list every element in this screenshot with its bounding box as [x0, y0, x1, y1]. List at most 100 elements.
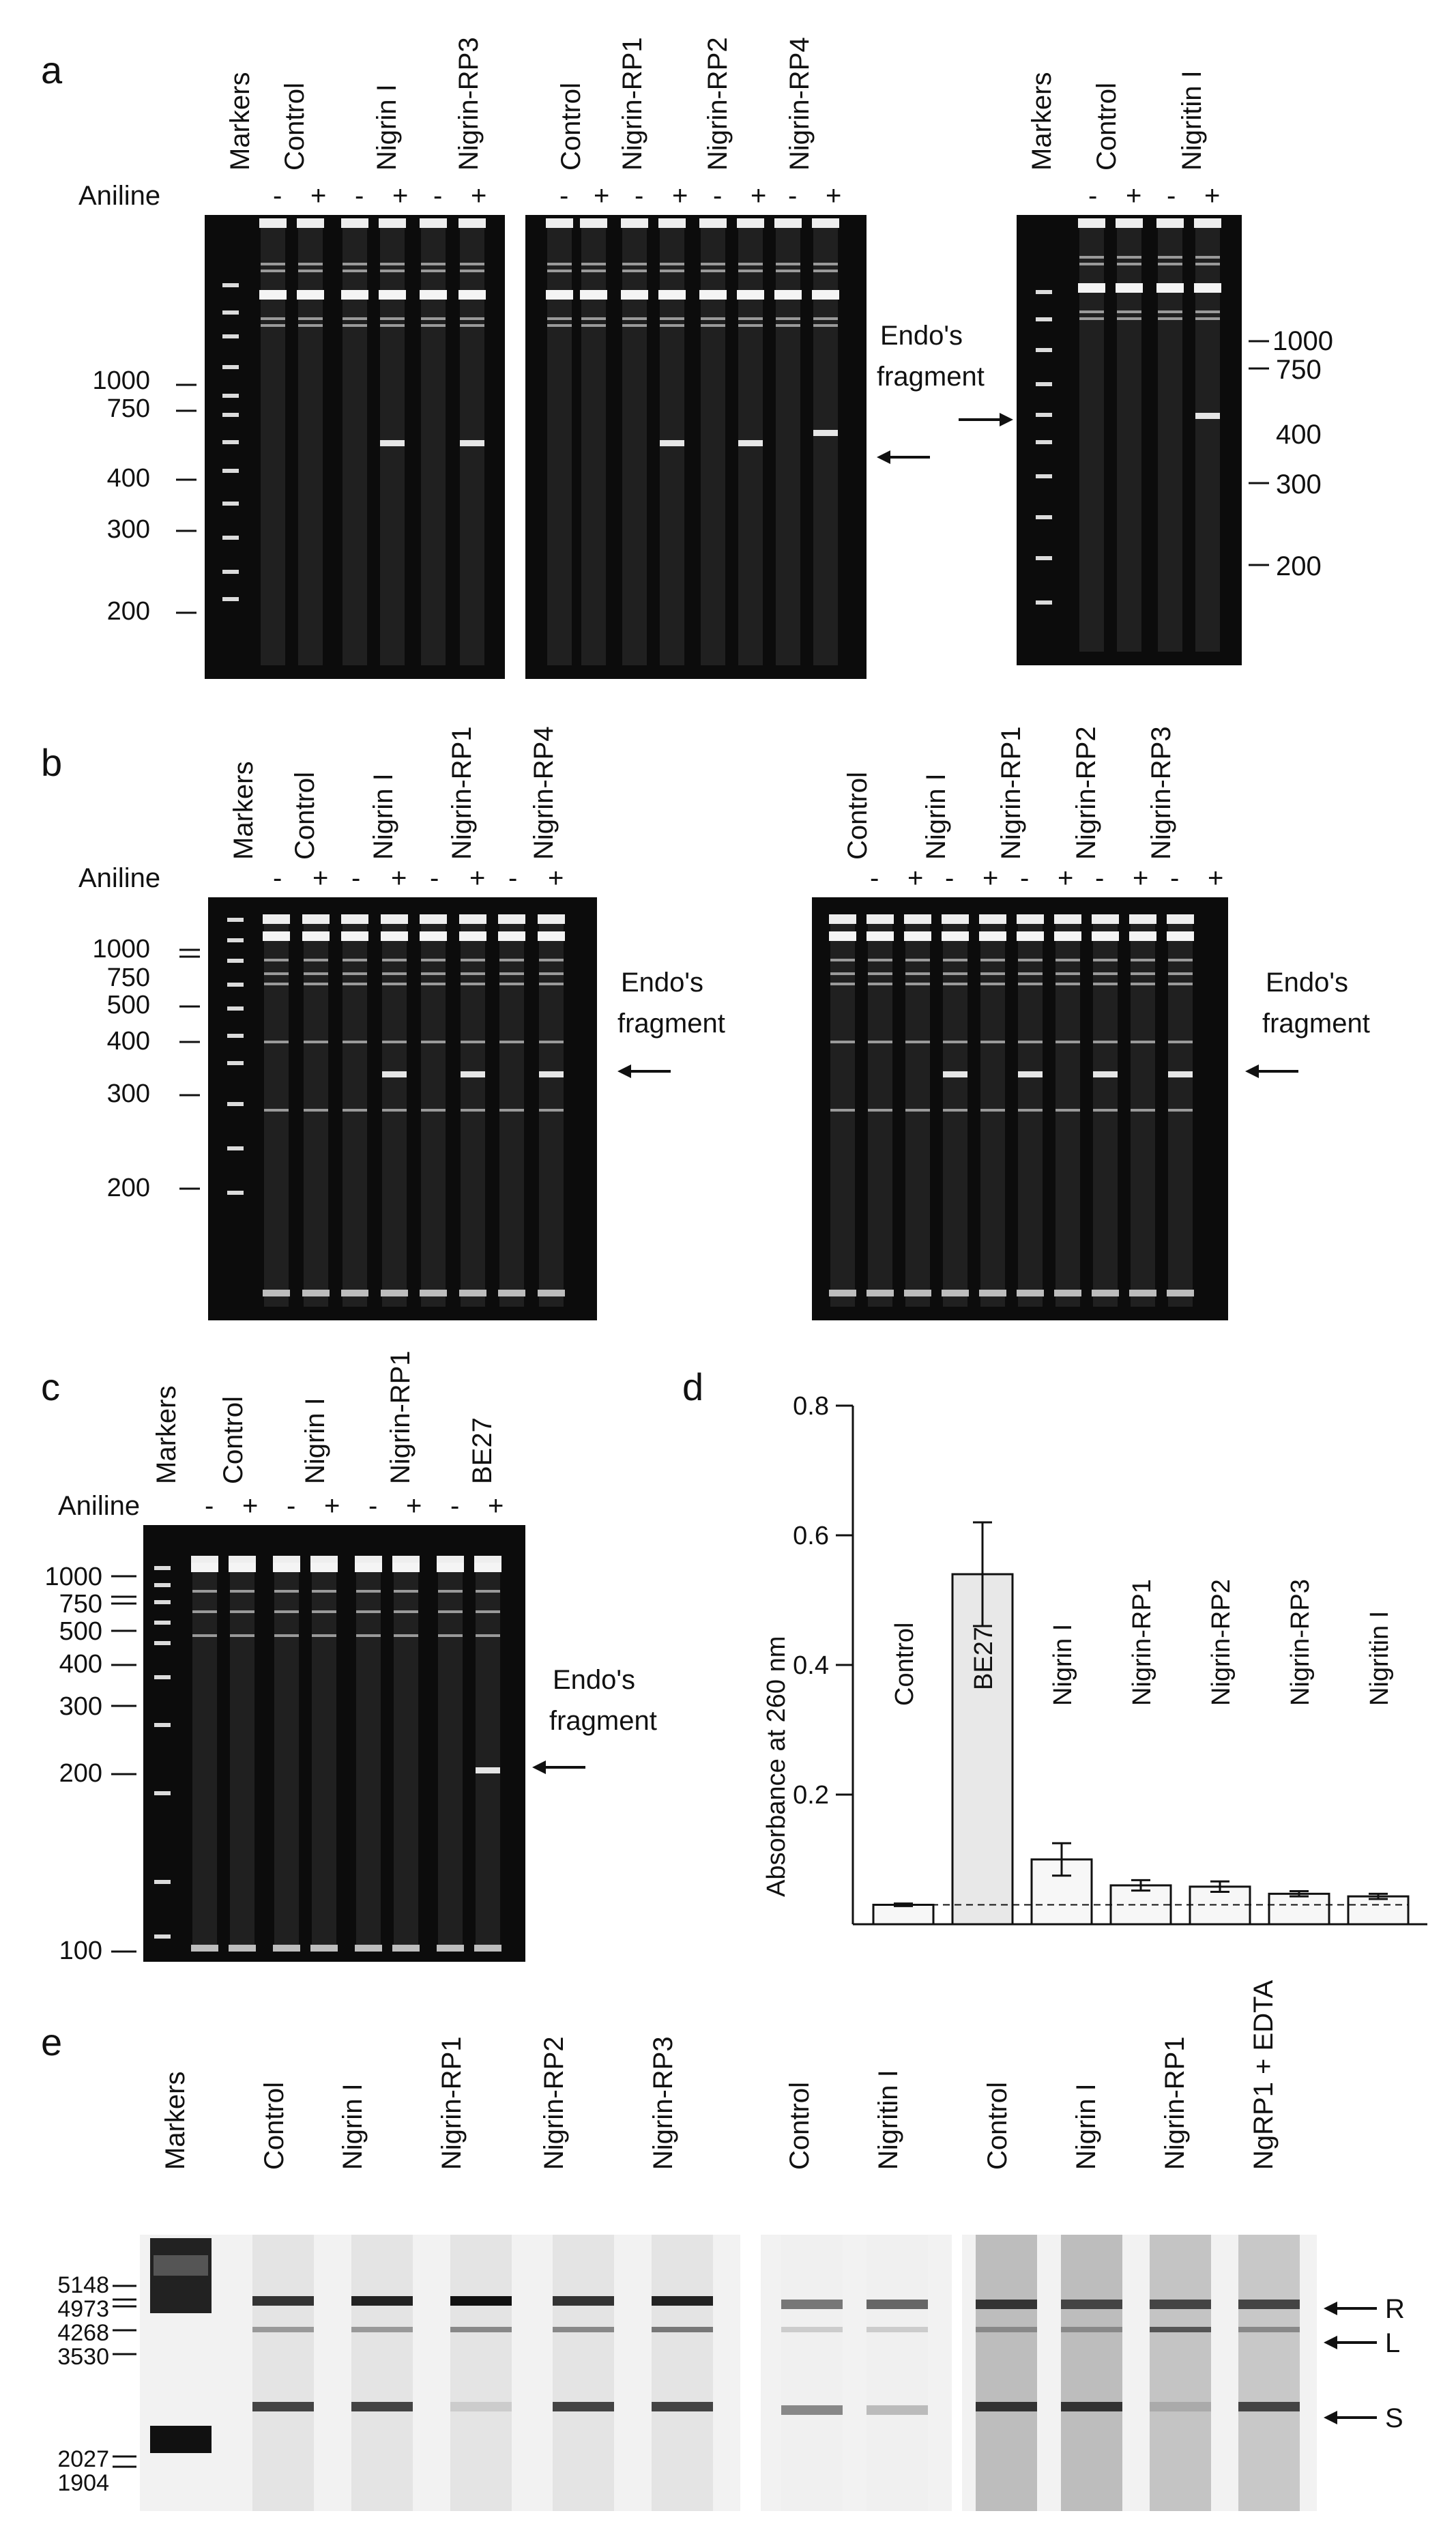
ladder-label: 300 [59, 1692, 102, 1721]
top-band [392, 1563, 420, 1572]
mid-band [261, 317, 285, 320]
top-band [812, 290, 839, 300]
endo-fragment-band [1093, 1071, 1118, 1077]
band-l [652, 2327, 713, 2332]
band-r [867, 2300, 928, 2309]
mid-band [980, 1041, 1005, 1043]
marker-band [227, 1102, 244, 1106]
gel-lane [942, 914, 969, 1307]
lane-background [1238, 2235, 1300, 2511]
well-band [1116, 218, 1143, 228]
top-band [341, 931, 368, 941]
mid-band [343, 324, 367, 327]
minus-sign: - [713, 181, 723, 211]
well-band [580, 218, 607, 228]
top-band [1129, 931, 1156, 941]
top-band [774, 290, 802, 300]
gel-lane [498, 914, 525, 1307]
mid-band [343, 983, 367, 985]
marker-band [227, 918, 244, 922]
band-r [553, 2296, 614, 2306]
bottom-band [867, 1290, 894, 1296]
mid-band [230, 1634, 254, 1637]
mid-band [1079, 256, 1104, 259]
mid-band [298, 263, 323, 265]
top-band [942, 931, 969, 941]
gel-lane [392, 1556, 420, 1952]
plus-sign: + [751, 181, 767, 211]
marker-band [154, 1675, 171, 1679]
arrow-left-icon [1324, 2336, 1377, 2349]
lane-label: Control [218, 1396, 248, 1484]
top-band [621, 290, 648, 300]
band-s [781, 2405, 843, 2415]
gel-e1 [140, 2235, 740, 2511]
ladder-label: 400 [106, 464, 150, 493]
mid-band [382, 1041, 407, 1043]
ladder-ticks-c [111, 1575, 136, 1953]
mid-band [1168, 1109, 1193, 1112]
top-band [420, 290, 447, 300]
well-band [658, 218, 686, 228]
marker-band [222, 394, 239, 398]
mid-band [980, 972, 1005, 975]
endo-fragment-band [660, 440, 684, 446]
marker-band [154, 1791, 171, 1795]
lane-label: Nigritin I [1177, 70, 1207, 171]
band-r [252, 2296, 314, 2306]
lane-label: Nigrin-RP3 [1146, 726, 1176, 860]
y-tick-label: 0.4 [793, 1651, 829, 1680]
y-tick-label: 0.2 [793, 1781, 829, 1810]
mid-band [382, 1109, 407, 1112]
band-l [450, 2327, 512, 2332]
mid-band [660, 263, 684, 265]
well-band [942, 914, 969, 924]
gel-lane [252, 2235, 314, 2511]
top-band [904, 931, 931, 941]
bottom-band [474, 1945, 501, 1952]
mid-band [547, 324, 572, 327]
gel-lane [867, 2235, 928, 2511]
ladder-label: 1904 [57, 2470, 109, 2496]
mid-band [461, 1041, 485, 1043]
marker-band [222, 365, 239, 369]
endo-label: Endo's [1266, 968, 1349, 998]
mid-band [264, 959, 289, 961]
lane-smear [476, 1556, 500, 1948]
arrow-right-icon [959, 413, 1013, 426]
gel-lane [297, 218, 324, 665]
top-band [1054, 931, 1081, 941]
gel-lane [1036, 290, 1052, 605]
gel-lane [652, 2235, 713, 2511]
marker-band [222, 283, 239, 287]
band-s [867, 2405, 928, 2415]
plus-sign: + [469, 863, 486, 893]
mid-band [499, 1041, 524, 1043]
mid-band [312, 1634, 336, 1637]
marker-band [154, 1600, 171, 1604]
ladder-label: 300 [106, 515, 150, 544]
category-label: Nigrin I [1049, 1624, 1077, 1706]
marker-band [222, 469, 239, 473]
mid-band [356, 1610, 381, 1613]
top-band [1156, 283, 1184, 293]
mid-band [1195, 256, 1220, 259]
lane-smear [581, 218, 606, 665]
band-l [781, 2327, 843, 2332]
minus-sign: - [635, 181, 644, 211]
mid-band [1117, 263, 1141, 265]
band-r [781, 2300, 843, 2309]
minus-sign: - [273, 863, 282, 893]
ladder-label: 200 [1276, 551, 1322, 581]
lane-label: Control [259, 2082, 289, 2170]
mid-band [1079, 263, 1104, 265]
mid-band [868, 959, 892, 961]
gel-lane [829, 914, 856, 1307]
aniline-label: Aniline [58, 1491, 141, 1521]
mid-band [980, 983, 1005, 985]
marker-band [222, 536, 239, 540]
mid-band [264, 1109, 289, 1112]
gel-lane [420, 218, 447, 665]
mid-band [830, 972, 855, 975]
mid-band [343, 1041, 367, 1043]
